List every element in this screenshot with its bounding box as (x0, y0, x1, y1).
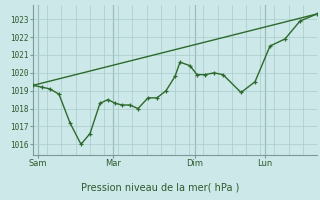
Text: Pression niveau de la mer( hPa ): Pression niveau de la mer( hPa ) (81, 182, 239, 192)
